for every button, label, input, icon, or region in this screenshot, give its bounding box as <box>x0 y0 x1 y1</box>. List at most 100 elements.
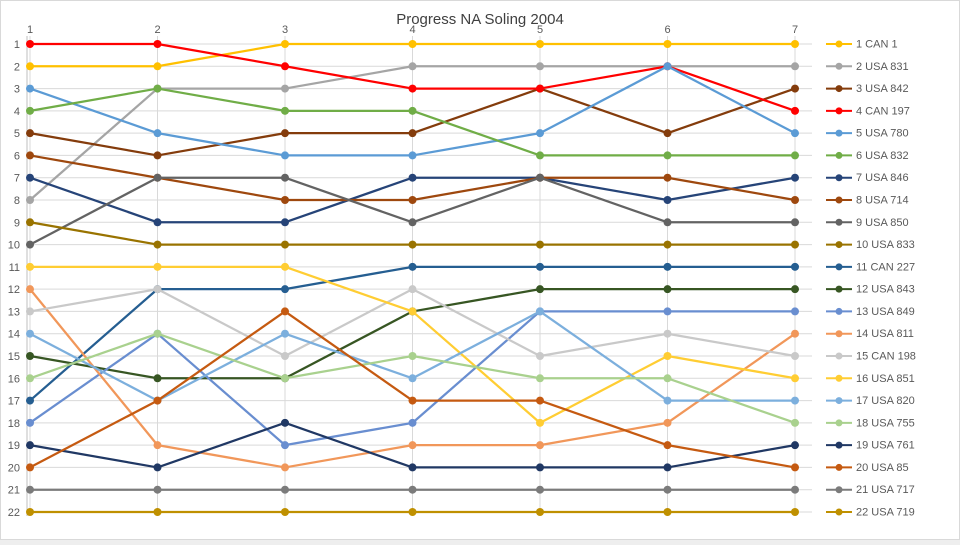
legend-label: 10 USA 833 <box>856 239 915 251</box>
data-point <box>536 285 544 294</box>
data-point <box>408 62 417 71</box>
data-point <box>153 62 162 71</box>
data-point <box>408 396 417 405</box>
y-tick-label: 2 <box>14 61 20 73</box>
data-point <box>26 329 34 338</box>
x-tick-label: 3 <box>282 24 288 36</box>
data-point <box>791 173 799 182</box>
data-point <box>26 374 34 383</box>
legend-label: 20 USA 85 <box>856 462 909 474</box>
data-point <box>26 463 34 472</box>
data-point <box>408 129 417 138</box>
y-tick-label: 20 <box>8 462 20 474</box>
legend-marker-swatch <box>835 196 843 204</box>
data-point <box>26 441 34 450</box>
data-point <box>663 196 672 204</box>
legend-marker-swatch <box>835 62 843 70</box>
data-point <box>26 173 34 182</box>
y-tick-label: 13 <box>8 306 20 318</box>
data-point <box>408 196 417 204</box>
legend-label: 4 CAN 197 <box>856 105 910 117</box>
data-point <box>791 196 799 204</box>
data-point <box>281 218 289 227</box>
y-tick-label: 3 <box>14 84 20 96</box>
legend-marker-swatch <box>835 263 843 271</box>
data-point <box>536 151 544 160</box>
legend-item: 4 CAN 197 <box>826 105 910 117</box>
x-tick-label: 4 <box>409 24 415 36</box>
data-point <box>791 508 799 516</box>
data-point <box>281 418 289 427</box>
data-point <box>663 329 672 338</box>
data-point <box>26 40 34 48</box>
legend-label: 19 USA 761 <box>856 440 915 452</box>
legend-item: 3 USA 842 <box>826 83 909 95</box>
legend-marker-swatch <box>835 129 843 137</box>
data-point <box>153 285 162 294</box>
legend-label: 6 USA 832 <box>856 150 909 162</box>
data-point <box>26 396 34 405</box>
legend-marker-swatch <box>835 441 843 449</box>
legend-label: 2 USA 831 <box>856 61 909 73</box>
data-point <box>281 441 289 450</box>
data-point <box>791 374 799 383</box>
legend-item: 20 USA 85 <box>826 462 909 474</box>
x-tick-label: 1 <box>27 24 33 36</box>
legend-marker-swatch <box>835 151 843 159</box>
y-tick-label: 6 <box>14 150 20 162</box>
legend-marker-swatch <box>835 374 843 382</box>
data-point <box>281 84 289 93</box>
legend-marker-swatch <box>835 463 843 471</box>
y-tick-label: 5 <box>14 128 20 140</box>
legend-marker-swatch <box>835 330 843 338</box>
data-point <box>536 40 544 48</box>
data-point <box>153 218 162 227</box>
legend-item: 11 CAN 227 <box>826 261 915 273</box>
data-point <box>408 84 417 93</box>
data-point <box>281 40 289 48</box>
data-point <box>536 508 544 516</box>
data-point <box>153 508 162 516</box>
data-point <box>536 418 544 427</box>
legend-label: 14 USA 811 <box>856 328 914 340</box>
data-point <box>408 285 417 294</box>
legend-label: 22 USA 719 <box>856 507 915 519</box>
legend-marker-swatch <box>835 218 843 226</box>
data-point <box>663 285 672 294</box>
data-point <box>153 463 162 472</box>
y-tick-label: 17 <box>8 396 20 408</box>
data-point <box>26 151 34 160</box>
legend-item: 6 USA 832 <box>826 150 909 162</box>
legend-item: 17 USA 820 <box>826 395 915 407</box>
data-point <box>536 463 544 472</box>
data-point <box>26 240 34 249</box>
y-tick-label: 16 <box>8 373 20 385</box>
chart-title: Progress NA Soling 2004 <box>396 11 564 28</box>
data-point <box>281 352 289 360</box>
data-point <box>791 218 799 227</box>
y-tick-label: 14 <box>8 329 20 341</box>
legend-label: 21 USA 717 <box>856 484 915 496</box>
y-tick-label: 21 <box>8 485 20 497</box>
data-point <box>663 374 672 383</box>
y-tick-label: 12 <box>8 284 20 296</box>
data-point <box>536 307 544 316</box>
data-point <box>536 352 544 360</box>
data-point <box>536 240 544 249</box>
data-point <box>791 441 799 450</box>
data-point <box>408 218 417 227</box>
y-tick-label: 22 <box>8 507 20 519</box>
legend-label: 8 USA 714 <box>856 195 909 207</box>
data-point <box>663 441 672 450</box>
legend-label: 1 CAN 1 <box>856 39 898 51</box>
legend-label: 17 USA 820 <box>856 395 915 407</box>
data-point <box>281 151 289 160</box>
legend-marker-swatch <box>835 508 843 516</box>
y-tick-label: 11 <box>9 262 20 274</box>
data-point <box>153 329 162 338</box>
series-lines <box>26 40 799 516</box>
data-point <box>26 285 34 294</box>
data-point <box>408 352 417 360</box>
